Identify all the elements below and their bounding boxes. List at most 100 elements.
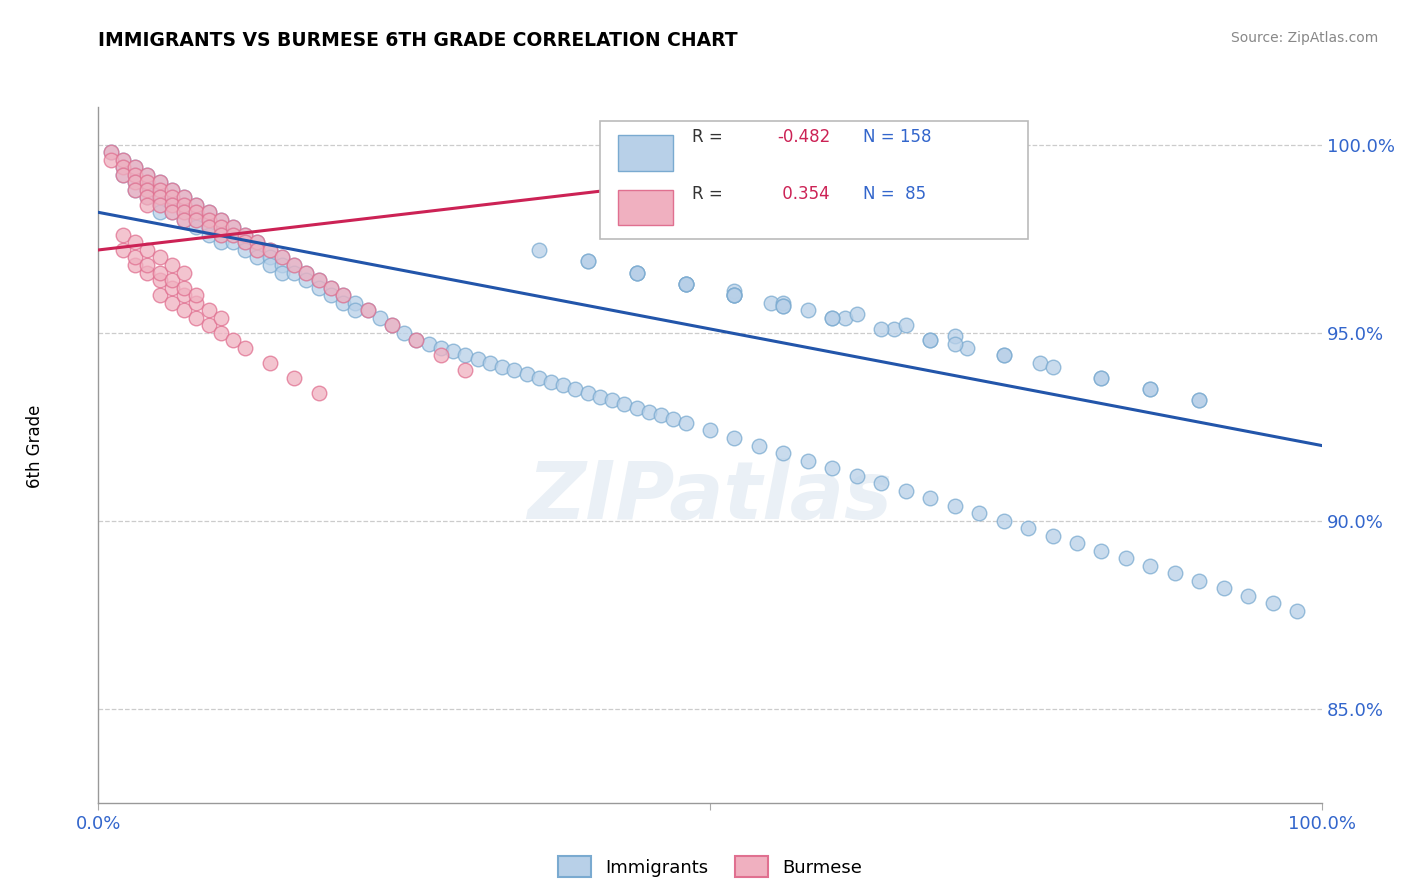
- Text: R =: R =: [692, 128, 723, 146]
- Point: [993, 514, 1015, 528]
- Point: [283, 266, 305, 280]
- Point: [186, 310, 208, 325]
- Point: [883, 322, 905, 336]
- Bar: [619, 190, 673, 225]
- Point: [124, 183, 146, 197]
- Text: N =  85: N = 85: [863, 185, 927, 203]
- Point: [124, 175, 146, 189]
- Point: [993, 348, 1015, 362]
- Point: [381, 318, 404, 333]
- Point: [283, 258, 305, 272]
- Point: [124, 160, 146, 174]
- Point: [149, 190, 172, 204]
- Point: [186, 205, 208, 219]
- Point: [270, 266, 294, 280]
- Point: [136, 175, 159, 189]
- Point: [246, 235, 269, 250]
- Point: [920, 333, 942, 347]
- Point: [675, 416, 697, 430]
- Point: [821, 310, 844, 325]
- Point: [149, 266, 172, 280]
- Point: [111, 160, 134, 174]
- Point: [160, 183, 183, 197]
- Point: [723, 288, 745, 302]
- Point: [160, 280, 183, 294]
- Point: [797, 303, 820, 318]
- Point: [430, 341, 453, 355]
- Point: [1139, 382, 1161, 396]
- Point: [368, 310, 391, 325]
- Point: [100, 145, 122, 160]
- Text: R =: R =: [692, 185, 723, 203]
- Point: [1017, 521, 1039, 535]
- Point: [1042, 359, 1064, 374]
- Point: [723, 288, 745, 302]
- Point: [186, 198, 208, 212]
- Point: [259, 258, 281, 272]
- Point: [186, 288, 208, 302]
- Point: [491, 359, 513, 374]
- Point: [332, 288, 354, 302]
- Point: [308, 273, 330, 287]
- Point: [576, 254, 599, 268]
- Point: [356, 303, 378, 318]
- Point: [675, 277, 697, 291]
- Point: [246, 251, 269, 265]
- Point: [259, 243, 281, 257]
- Point: [270, 251, 294, 265]
- Point: [920, 333, 942, 347]
- Point: [111, 153, 134, 167]
- Point: [834, 310, 856, 325]
- Point: [600, 393, 623, 408]
- Point: [173, 212, 195, 227]
- Point: [344, 303, 367, 318]
- Point: [160, 205, 183, 219]
- Legend: Immigrants, Burmese: Immigrants, Burmese: [551, 849, 869, 884]
- Point: [308, 385, 330, 400]
- Point: [478, 356, 501, 370]
- Point: [1212, 582, 1234, 596]
- Point: [1029, 356, 1052, 370]
- Text: Source: ZipAtlas.com: Source: ZipAtlas.com: [1230, 31, 1378, 45]
- Point: [845, 307, 868, 321]
- Point: [197, 318, 219, 333]
- Point: [197, 220, 219, 235]
- Point: [553, 378, 575, 392]
- Point: [209, 212, 232, 227]
- Point: [943, 499, 966, 513]
- Point: [124, 183, 146, 197]
- Point: [111, 168, 134, 182]
- Point: [1115, 551, 1137, 566]
- Point: [723, 288, 745, 302]
- Point: [772, 295, 794, 310]
- Point: [467, 351, 489, 366]
- Point: [124, 160, 146, 174]
- Point: [149, 190, 172, 204]
- Point: [209, 326, 232, 340]
- Point: [160, 183, 183, 197]
- Point: [173, 190, 195, 204]
- Point: [650, 409, 672, 423]
- Point: [332, 288, 354, 302]
- Point: [209, 227, 232, 242]
- Point: [149, 175, 172, 189]
- Point: [111, 168, 134, 182]
- Point: [308, 273, 330, 287]
- Point: [1261, 597, 1284, 611]
- Point: [564, 382, 586, 396]
- Point: [173, 212, 195, 227]
- Point: [149, 183, 172, 197]
- Point: [283, 258, 305, 272]
- Point: [356, 303, 378, 318]
- Point: [319, 288, 342, 302]
- Point: [222, 220, 245, 235]
- Point: [295, 266, 318, 280]
- Point: [699, 424, 721, 438]
- Point: [209, 220, 232, 235]
- Point: [576, 385, 599, 400]
- Point: [1090, 544, 1112, 558]
- Point: [173, 280, 195, 294]
- Point: [209, 310, 232, 325]
- Point: [197, 212, 219, 227]
- Point: [233, 235, 256, 250]
